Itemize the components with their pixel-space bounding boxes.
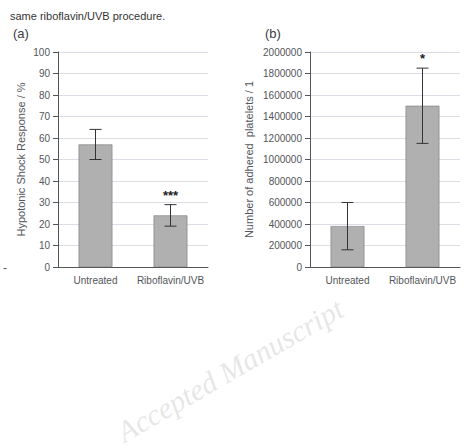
svg-text:Hypotonic Shock Response / %: Hypotonic Shock Response / %	[15, 82, 27, 236]
svg-text:1400000: 1400000	[263, 111, 302, 122]
svg-text:20: 20	[39, 219, 51, 230]
svg-text:90: 90	[39, 68, 51, 79]
svg-text:(a): (a)	[13, 26, 29, 41]
svg-text:2000000: 2000000	[263, 47, 302, 58]
svg-text:Riboflavin/UVB: Riboflavin/UVB	[137, 275, 205, 286]
svg-text:40: 40	[39, 176, 51, 187]
svg-text:50: 50	[39, 154, 51, 165]
svg-text:60: 60	[39, 133, 51, 144]
svg-text:Untreated: Untreated	[74, 275, 118, 286]
svg-text:80: 80	[39, 90, 51, 101]
svg-text:1800000: 1800000	[263, 68, 302, 79]
svg-text:70: 70	[39, 111, 51, 122]
svg-text:10: 10	[39, 240, 51, 251]
svg-text:30: 30	[39, 197, 51, 208]
svg-text:400000: 400000	[269, 219, 303, 230]
svg-text:200000: 200000	[269, 240, 303, 251]
svg-text:*: *	[420, 51, 426, 66]
svg-text:100: 100	[33, 47, 50, 58]
svg-text:Number of adhered platelets /: Number of adhered platelets / 1	[243, 81, 255, 238]
svg-text:Accepted Manuscript: Accepted Manuscript	[109, 291, 349, 448]
svg-text:1200000: 1200000	[263, 133, 302, 144]
svg-text:Untreated: Untreated	[326, 275, 370, 286]
svg-text:800000: 800000	[269, 176, 303, 187]
svg-text:***: ***	[163, 188, 179, 203]
svg-text:1600000: 1600000	[263, 90, 302, 101]
svg-text:1000000: 1000000	[263, 154, 302, 165]
svg-text:-: -	[3, 261, 7, 275]
svg-text:600000: 600000	[269, 197, 303, 208]
svg-text:(b): (b)	[265, 26, 281, 41]
svg-text:0: 0	[296, 262, 302, 273]
svg-text:0: 0	[44, 262, 50, 273]
svg-text:Riboflavin/UVB: Riboflavin/UVB	[389, 275, 457, 286]
svg-text:same riboflavin/UVB procedure.: same riboflavin/UVB procedure.	[10, 10, 165, 22]
